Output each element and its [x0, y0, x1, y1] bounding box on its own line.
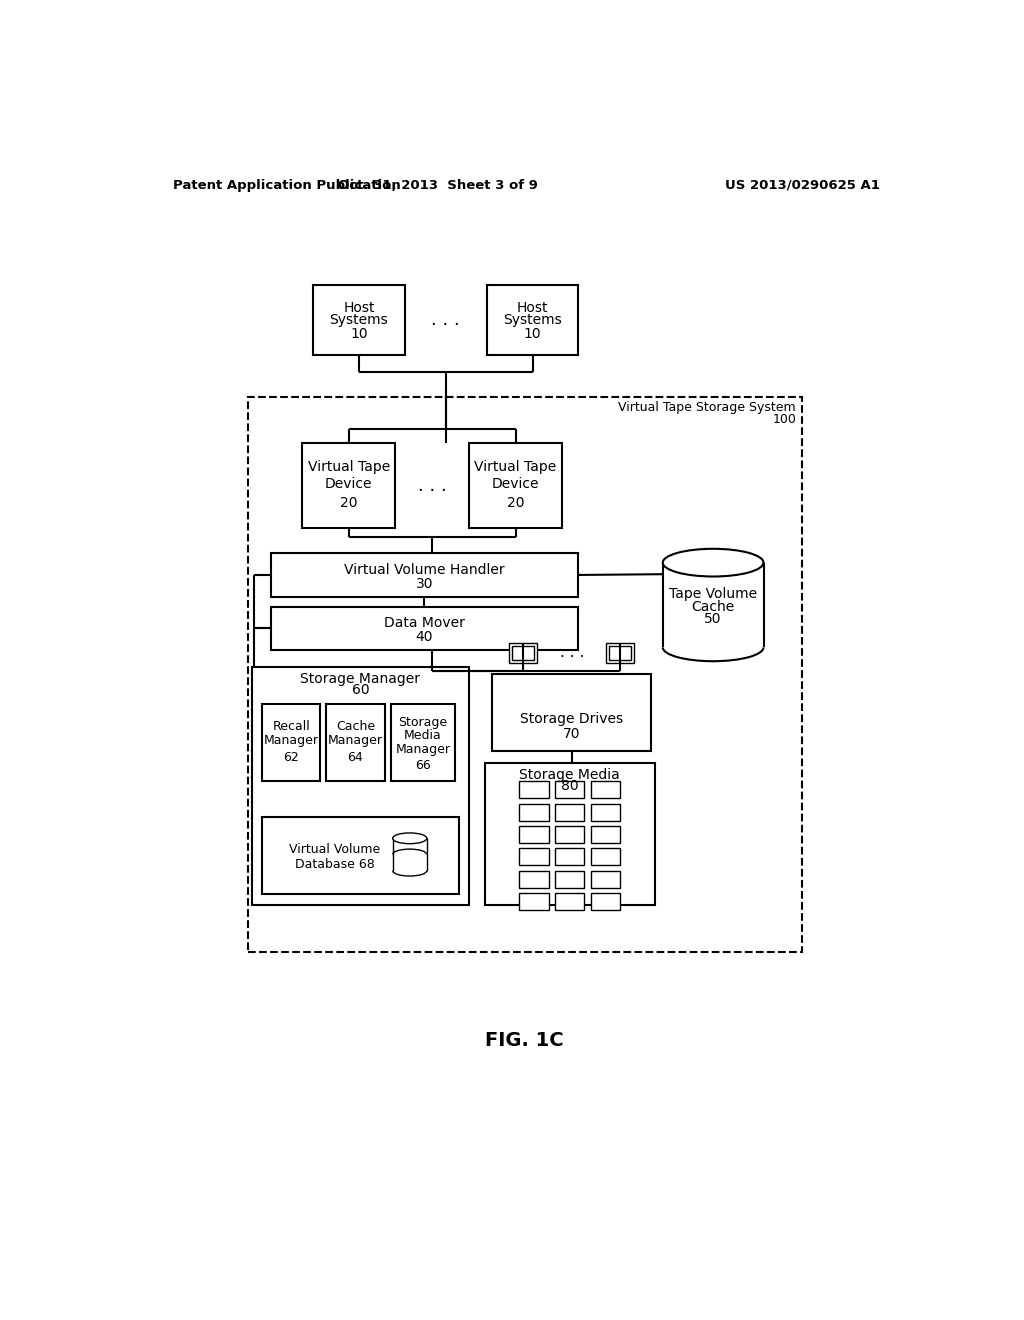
Bar	[248, 397, 802, 952]
Text: Virtual Tape Storage System: Virtual Tape Storage System	[618, 401, 796, 414]
Bar	[519, 892, 549, 909]
Text: Systems: Systems	[503, 313, 562, 327]
Ellipse shape	[392, 833, 427, 843]
Text: 50: 50	[705, 612, 722, 626]
Bar	[486, 285, 579, 355]
Text: Storage Media: Storage Media	[519, 768, 621, 783]
Bar	[591, 781, 621, 799]
Ellipse shape	[663, 549, 764, 577]
Text: Media: Media	[404, 730, 441, 742]
Bar	[512, 645, 535, 660]
Text: FIG. 1C: FIG. 1C	[485, 1031, 564, 1049]
Text: Tape Volume: Tape Volume	[669, 587, 757, 601]
Text: . . .: . . .	[431, 312, 460, 329]
Bar	[555, 849, 585, 866]
Text: Recall: Recall	[272, 721, 310, 733]
Text: 66: 66	[415, 759, 431, 772]
Bar	[484, 763, 655, 906]
Bar	[555, 892, 585, 909]
Text: Device: Device	[492, 477, 540, 491]
Text: Patent Application Publication: Patent Application Publication	[173, 178, 400, 191]
Text: Storage Drives: Storage Drives	[520, 711, 624, 726]
Text: Host: Host	[343, 301, 375, 315]
Text: Manager: Manager	[328, 734, 383, 747]
Text: 20: 20	[340, 495, 357, 510]
Bar	[469, 444, 562, 528]
Text: Cache: Cache	[336, 721, 375, 733]
Text: Host: Host	[517, 301, 548, 315]
Bar	[519, 826, 549, 843]
Text: US 2013/0290625 A1: US 2013/0290625 A1	[725, 178, 880, 191]
Text: Virtual Tape: Virtual Tape	[474, 459, 557, 474]
Bar	[519, 781, 549, 799]
Bar	[555, 826, 585, 843]
Text: Data Mover: Data Mover	[384, 616, 465, 631]
Text: . . .: . . .	[418, 477, 446, 495]
Bar	[591, 849, 621, 866]
Text: Device: Device	[326, 477, 373, 491]
Bar	[609, 645, 631, 660]
Bar	[262, 704, 321, 780]
Bar	[519, 804, 549, 821]
Text: Storage: Storage	[398, 715, 447, 729]
Text: 20: 20	[507, 495, 524, 510]
Bar	[591, 826, 621, 843]
Text: Oct. 31, 2013  Sheet 3 of 9: Oct. 31, 2013 Sheet 3 of 9	[338, 178, 538, 191]
Text: 100: 100	[772, 413, 796, 426]
Bar	[493, 675, 651, 751]
Bar	[271, 607, 578, 649]
Text: 60: 60	[351, 684, 370, 697]
Bar	[519, 849, 549, 866]
Bar	[606, 643, 634, 663]
Text: Virtual Volume Handler: Virtual Volume Handler	[344, 562, 505, 577]
Text: 70: 70	[563, 727, 581, 742]
Bar	[327, 704, 385, 780]
Bar	[519, 871, 549, 887]
Bar	[391, 704, 455, 780]
Bar	[555, 871, 585, 887]
Text: Manager: Manager	[395, 743, 451, 756]
Text: 30: 30	[416, 577, 433, 591]
Bar	[555, 804, 585, 821]
Text: 80: 80	[561, 779, 579, 793]
Text: 62: 62	[284, 751, 299, 764]
Bar	[252, 667, 469, 906]
Text: Manager: Manager	[263, 734, 318, 747]
Text: 10: 10	[350, 327, 368, 341]
Bar	[591, 892, 621, 909]
Text: Systems: Systems	[330, 313, 388, 327]
Bar	[313, 285, 404, 355]
Text: Database 68: Database 68	[295, 858, 375, 871]
Text: . . .: . . .	[559, 645, 584, 660]
Bar	[591, 804, 621, 821]
Bar	[302, 444, 395, 528]
Text: 10: 10	[523, 327, 542, 341]
Bar	[271, 553, 578, 598]
Text: 40: 40	[416, 630, 433, 644]
Bar	[591, 871, 621, 887]
Text: Cache: Cache	[691, 599, 735, 614]
Bar	[555, 781, 585, 799]
Text: Virtual Volume: Virtual Volume	[290, 842, 381, 855]
Bar	[509, 643, 538, 663]
Bar	[262, 817, 459, 894]
Text: Virtual Tape: Virtual Tape	[308, 459, 390, 474]
Text: 64: 64	[347, 751, 364, 764]
Text: Storage Manager: Storage Manager	[300, 672, 421, 686]
